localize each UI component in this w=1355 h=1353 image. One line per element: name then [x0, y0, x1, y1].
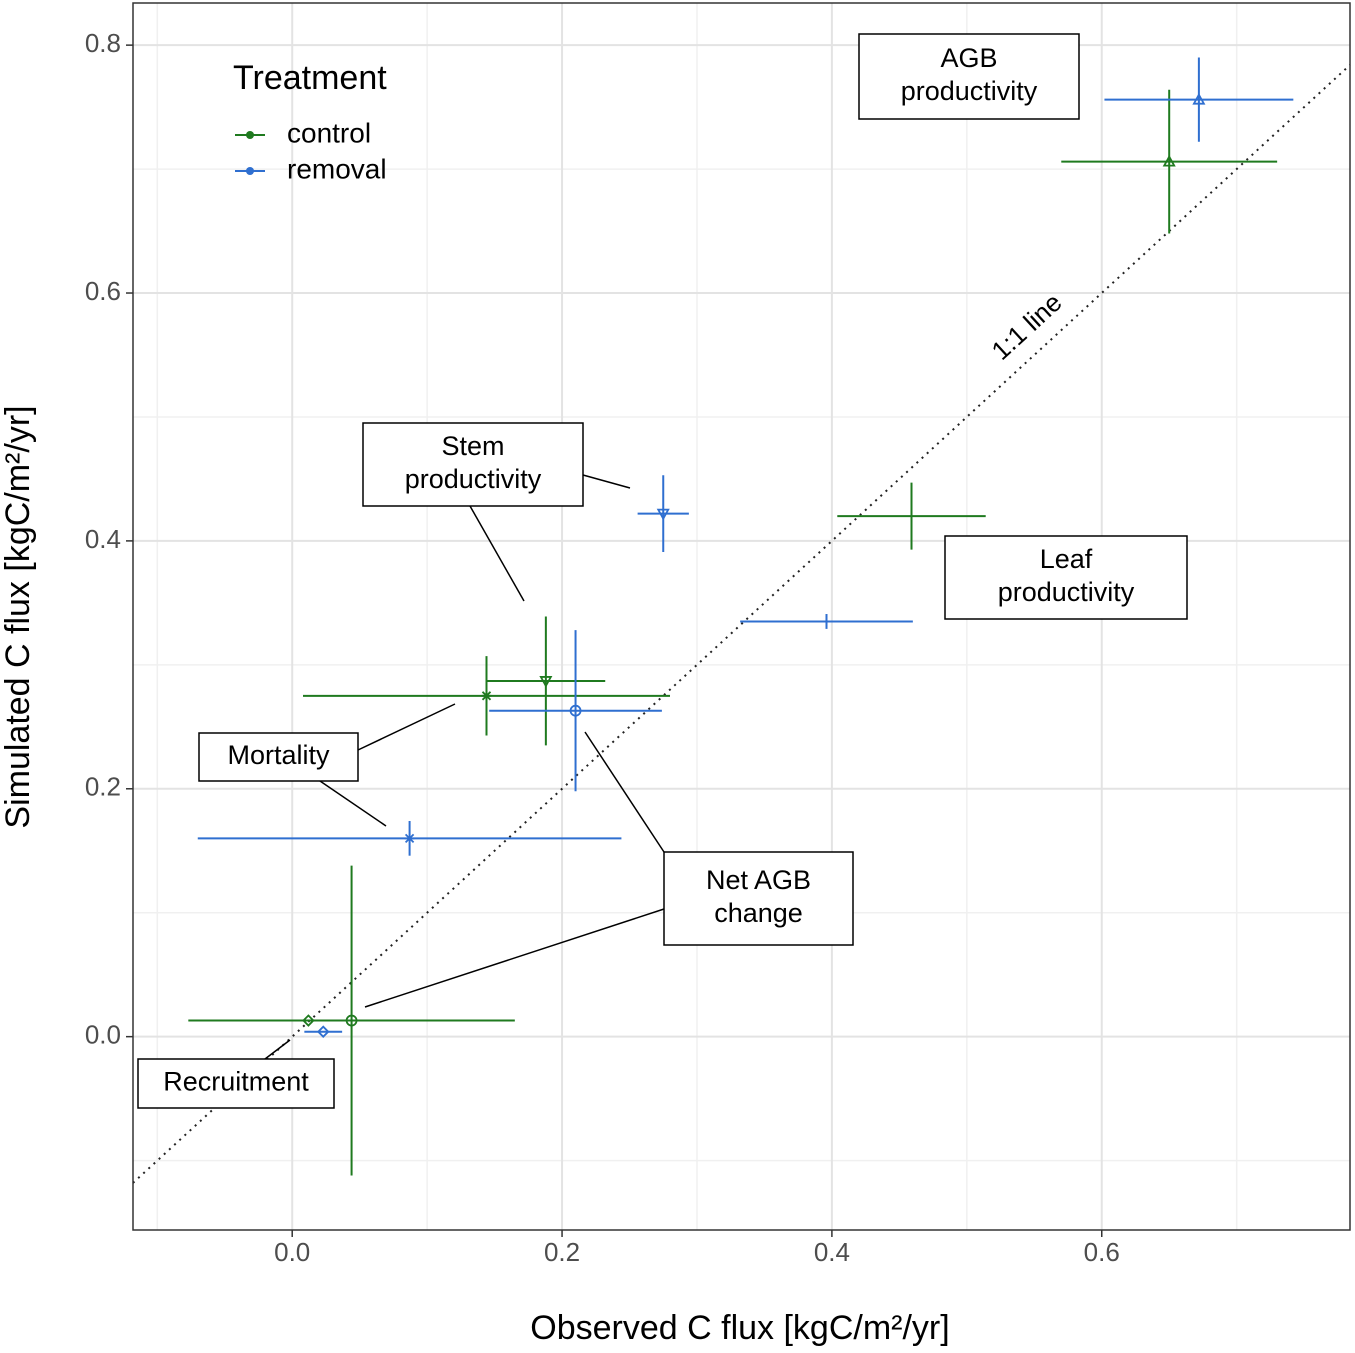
- label-box: [858, 33, 1080, 120]
- plot-border: [132, 2, 1351, 1231]
- label-text: Mortality: [227, 740, 330, 770]
- point: [539, 676, 553, 688]
- one-to-one-line: [132, 64, 1351, 1184]
- point: [656, 508, 670, 521]
- legend-swatch: [246, 167, 254, 175]
- label-text: Net AGB: [706, 865, 811, 895]
- y-tick-label: 0.8: [85, 28, 121, 58]
- x-tick-label: 0.4: [814, 1237, 850, 1267]
- y-axis-label: Simulated C flux [kgC/m²/yr]: [0, 405, 37, 828]
- label-box: [663, 851, 854, 946]
- y-tick-label: 0.2: [85, 772, 121, 802]
- label-box: [944, 535, 1188, 620]
- label-box: [137, 1058, 335, 1109]
- y-tick-label: 0.0: [85, 1020, 121, 1050]
- label-text: Stem: [441, 431, 504, 461]
- label-text: productivity: [998, 577, 1135, 607]
- x-tick-label: 0.0: [274, 1237, 310, 1267]
- label-text: productivity: [901, 76, 1038, 106]
- y-tick-label: 0.4: [85, 524, 121, 554]
- point: [481, 691, 492, 701]
- leader-line: [264, 1039, 291, 1060]
- legend-label: removal: [287, 153, 387, 184]
- legend-label: control: [287, 117, 371, 148]
- annotations: AGBproductivityLeafproductivityStemprodu…: [137, 33, 1188, 1109]
- label-box: [198, 732, 359, 782]
- leader-line: [319, 780, 387, 827]
- leader-line: [584, 731, 665, 853]
- legend-swatch: [246, 131, 254, 139]
- point: [404, 833, 415, 843]
- point: [1192, 92, 1206, 105]
- y-tick-label: 0.6: [85, 276, 121, 306]
- label-text: productivity: [405, 464, 542, 494]
- point: [302, 1014, 315, 1027]
- leader-line: [469, 505, 525, 602]
- point: [316, 1025, 330, 1038]
- label-text: AGB: [940, 43, 997, 73]
- leader-line: [357, 703, 456, 751]
- x-tick-label: 0.6: [1084, 1237, 1120, 1267]
- point: [345, 1014, 358, 1027]
- point: [569, 704, 582, 717]
- point: [1162, 154, 1176, 167]
- x-tick-label: 0.2: [544, 1237, 580, 1267]
- label-text: Recruitment: [163, 1067, 309, 1097]
- legend-title: Treatment: [233, 59, 387, 97]
- label-box: [362, 422, 584, 507]
- leader-line: [582, 474, 631, 489]
- label-text: change: [714, 898, 803, 928]
- x-axis-label: Observed C flux [kgC/m²/yr]: [530, 1309, 949, 1347]
- leader-line: [364, 908, 665, 1008]
- label-text: Leaf: [1040, 544, 1093, 574]
